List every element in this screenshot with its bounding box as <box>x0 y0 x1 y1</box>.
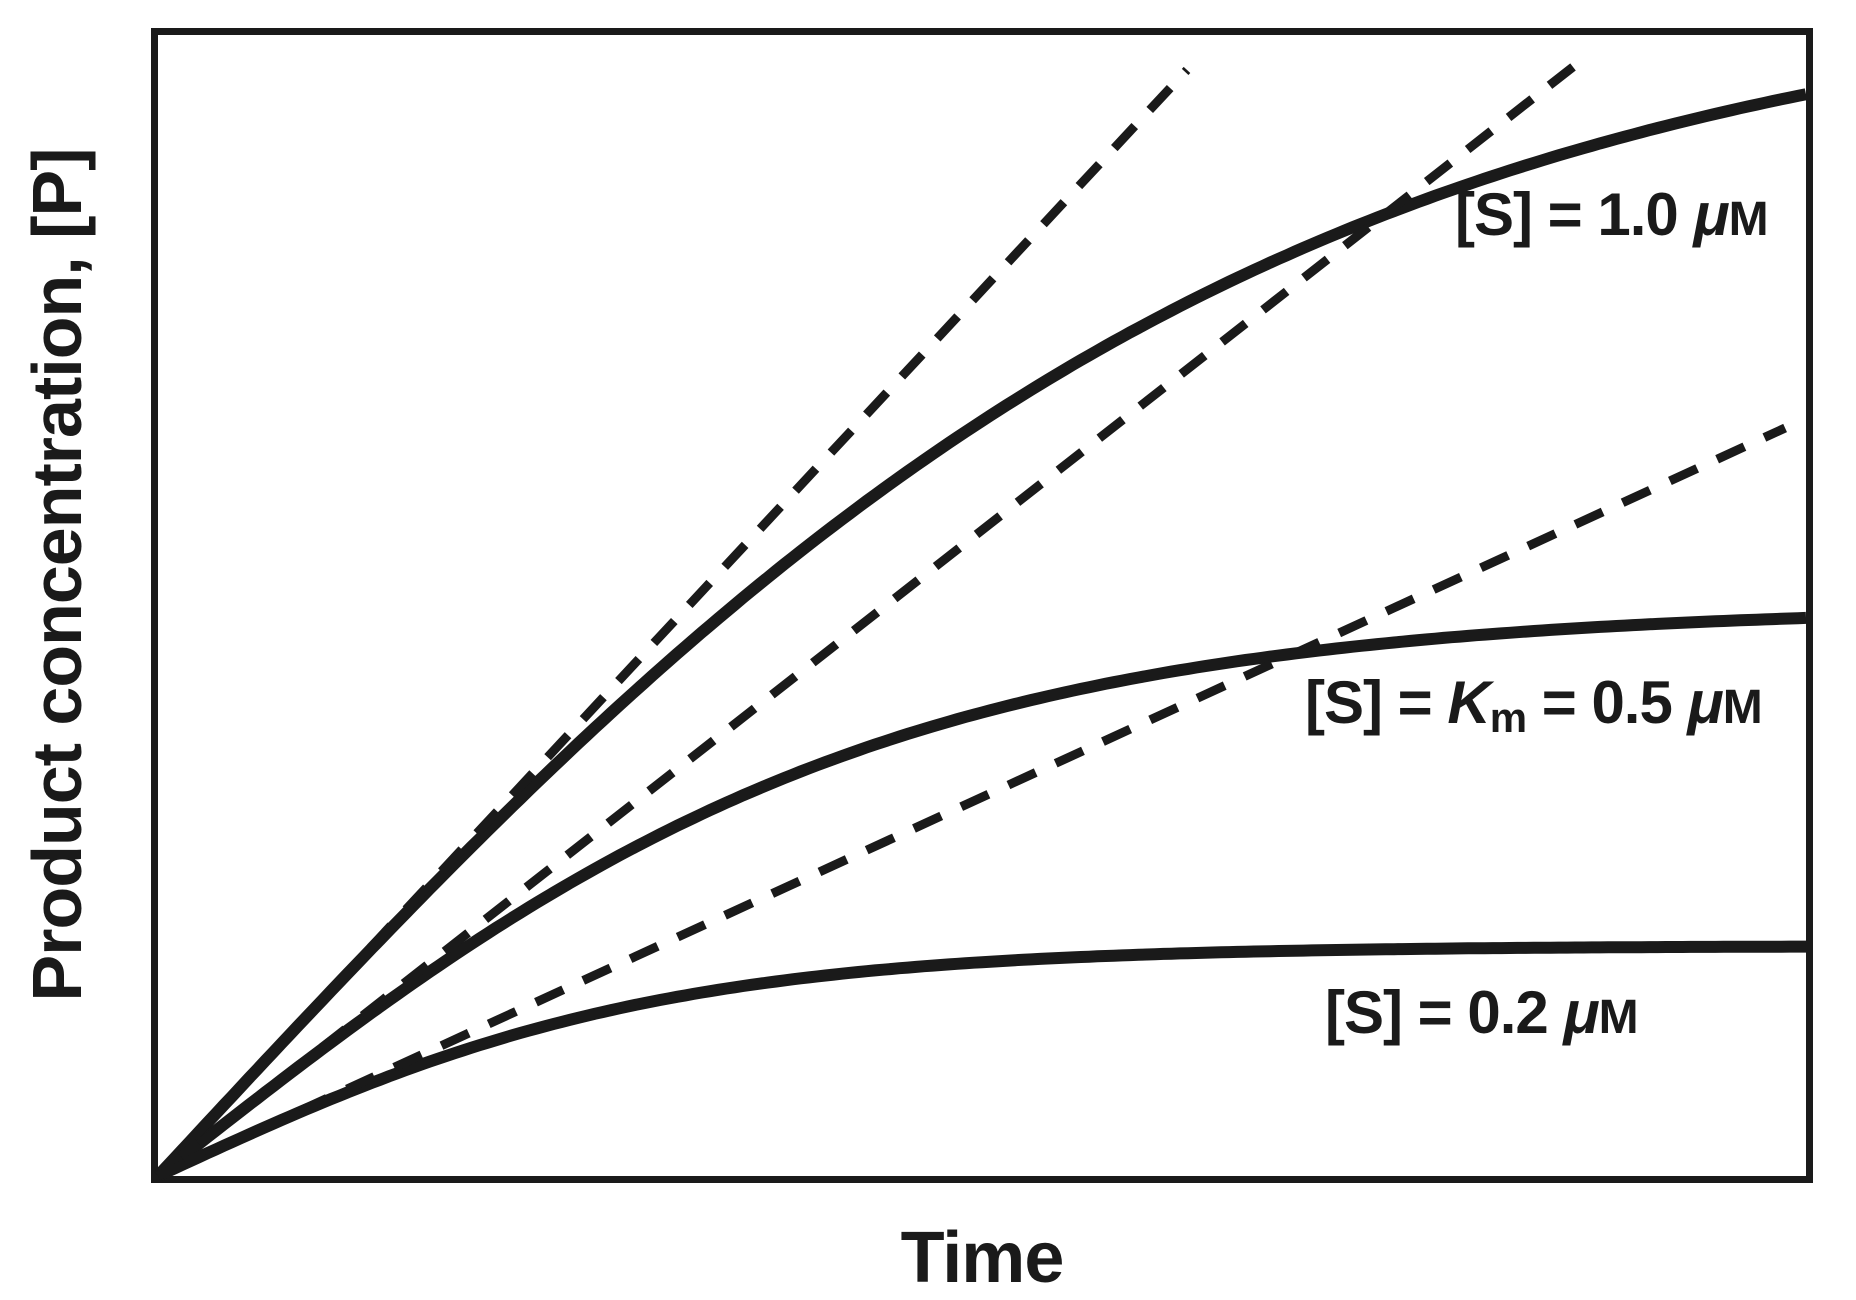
label-segment: M <box>1728 193 1769 246</box>
label-segment: [S] = 1.0 <box>1455 181 1694 248</box>
initial-velocity-tangent-1 <box>155 63 1576 1180</box>
label-segment: K <box>1447 669 1490 736</box>
progress-curve-1 <box>154 611 1807 1181</box>
progress-curve-0 <box>153 88 1808 1181</box>
initial-velocity-tangent-0 <box>154 66 1191 1180</box>
label-segment: μ <box>1693 181 1729 248</box>
label-segment: [S] = 0.2 <box>1325 979 1564 1046</box>
curve-label-s-0.2: [S] = 0.2 μM <box>1325 983 1639 1044</box>
label-segment: M <box>1722 681 1763 734</box>
curve-label-s-1.0: [S] = 1.0 μM <box>1455 185 1769 246</box>
label-segment: μ <box>1563 979 1599 1046</box>
y-axis-title: Product concentration, [P] <box>18 148 96 1002</box>
progress-curve-2 <box>155 940 1806 1182</box>
kinetics-chart <box>153 63 1808 1182</box>
label-segment: m <box>1489 694 1527 742</box>
initial-velocity-tangent-2 <box>156 423 1787 1181</box>
label-segment: = 0.5 <box>1526 669 1688 736</box>
label-segment: [S] = <box>1305 669 1448 736</box>
label-segment: M <box>1598 991 1639 1044</box>
curve-label-s-km-0.5: [S] = Km = 0.5 μM <box>1305 673 1763 742</box>
plot-area: [S] = 1.0 μM [S] = Km = 0.5 μM [S] = 0.2… <box>151 28 1813 1183</box>
label-segment: μ <box>1687 669 1724 736</box>
x-axis-title: Time <box>900 1218 1065 1298</box>
